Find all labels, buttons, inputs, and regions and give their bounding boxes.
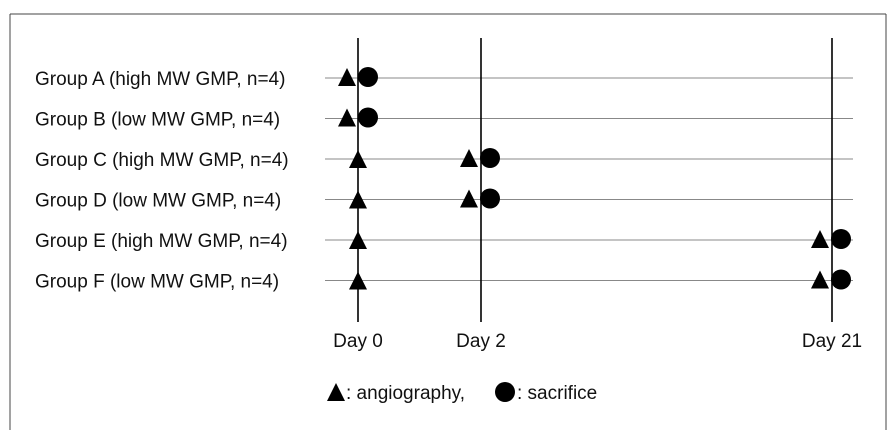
angiography-marker xyxy=(460,189,478,208)
day-label: Day 21 xyxy=(802,331,862,352)
day-lines xyxy=(357,38,833,322)
group-label: Group F (low MW GMP, n=4) xyxy=(35,272,279,293)
sacrifice-marker xyxy=(831,269,851,290)
angiography-marker xyxy=(349,231,367,249)
day-label: Day 0 xyxy=(333,331,383,352)
group-label: Group C (high MW GMP, n=4) xyxy=(35,150,289,171)
angiography-marker xyxy=(349,271,367,290)
legend: : angiography, : sacrifice xyxy=(327,382,597,404)
legend-triangle-icon xyxy=(327,383,345,401)
sacrifice-marker xyxy=(831,229,851,249)
group-rows: Group A (high MW GMP, n=4) Group B (low M… xyxy=(35,69,853,293)
angiography-marker xyxy=(338,108,356,127)
angiography-marker xyxy=(349,190,367,209)
sacrifice-marker xyxy=(480,148,500,168)
legend-angiography-label: : angiography, xyxy=(346,383,465,404)
angiography-marker xyxy=(811,270,829,289)
legend-circle-icon xyxy=(495,382,515,402)
group-label: Group A (high MW GMP, n=4) xyxy=(35,69,285,90)
day-label: Day 2 xyxy=(456,331,506,352)
legend-sacrifice-label: : sacrifice xyxy=(517,383,597,404)
sacrifice-marker xyxy=(358,107,378,128)
group-label: Group D (low MW GMP, n=4) xyxy=(35,191,281,212)
group-label: Group B (low MW GMP, n=4) xyxy=(35,110,280,131)
event-markers xyxy=(338,67,851,290)
sacrifice-marker xyxy=(480,188,500,209)
angiography-marker xyxy=(349,150,367,168)
angiography-marker xyxy=(338,68,356,86)
group-label: Group E (high MW GMP, n=4) xyxy=(35,231,288,252)
sacrifice-marker xyxy=(358,67,378,87)
angiography-marker xyxy=(811,230,829,248)
angiography-marker xyxy=(460,149,478,167)
day-labels: Day 0 Day 2 Day 21 xyxy=(333,331,862,352)
